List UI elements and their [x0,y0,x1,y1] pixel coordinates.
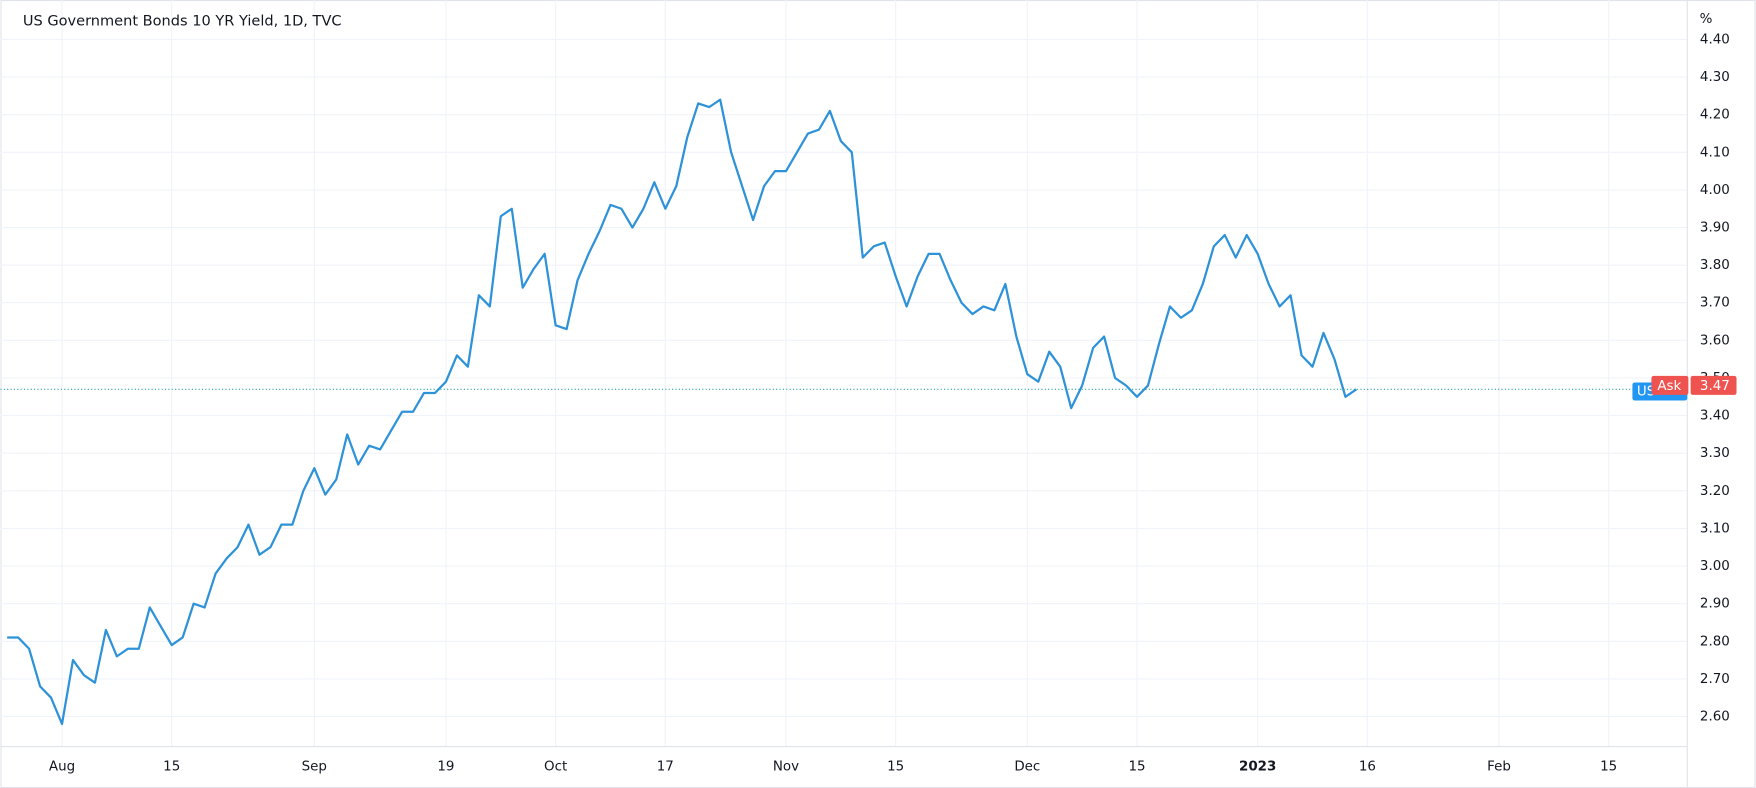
y-tick-label: 3.80 [1700,258,1730,273]
y-tick-label: 3.60 [1700,333,1730,348]
x-tick-label: 16 [1359,760,1376,775]
x-tick-label: 15 [887,760,904,775]
symbol-tag: US [1637,384,1655,399]
y-tick-label: 3.90 [1700,221,1730,236]
last-price-bg [1690,375,1737,395]
y-tick-label: 3.10 [1700,521,1730,536]
y-tick-label: 3.40 [1700,409,1730,424]
x-tick-label: 17 [657,760,674,775]
x-tick-label: 15 [1600,760,1617,775]
y-tick-label: 4.30 [1700,70,1730,85]
grid-layer [0,0,1688,747]
x-tick-label: Dec [1014,760,1040,775]
x-tick-label: Oct [544,760,567,775]
price-tag: Ask [1657,379,1681,394]
x-tick-label: 15 [1128,760,1145,775]
x-tick-label: 19 [437,760,454,775]
y-tick-label: 2.60 [1700,709,1730,724]
x-tick-label: Sep [302,760,327,775]
x-tick-label: Aug [49,760,75,775]
y-tick-label: 2.90 [1700,597,1730,612]
x-tick-label: 2023 [1239,760,1276,775]
y-unit: % [1700,12,1713,27]
price-line [7,98,1358,726]
chart-title: US Government Bonds 10 YR Yield, 1D, TVC [23,12,342,29]
y-tick-label: 2.80 [1700,634,1730,649]
y-tick-label: 3.70 [1700,296,1730,311]
y-tick-label: 3.00 [1700,559,1730,574]
x-tick-label: Feb [1487,760,1511,775]
y-tick-label: 4.10 [1700,145,1730,160]
line-layer [0,98,1688,726]
last-price-label: 3.47 [1700,379,1730,394]
y-tick-label: 2.70 [1700,672,1730,687]
axis-layer: 2.602.702.802.903.003.103.203.303.403.50… [49,32,1737,775]
y-tick-label: 4.20 [1700,108,1730,123]
price-tag-bg [1651,375,1689,395]
y-tick-label: 3.30 [1700,446,1730,461]
x-tick-label: Nov [773,760,799,775]
y-tick-label: 4.40 [1700,32,1730,47]
y-tick-label: 3.20 [1700,484,1730,499]
x-tick-label: 15 [163,760,180,775]
y-tick-label: 4.00 [1700,183,1730,198]
